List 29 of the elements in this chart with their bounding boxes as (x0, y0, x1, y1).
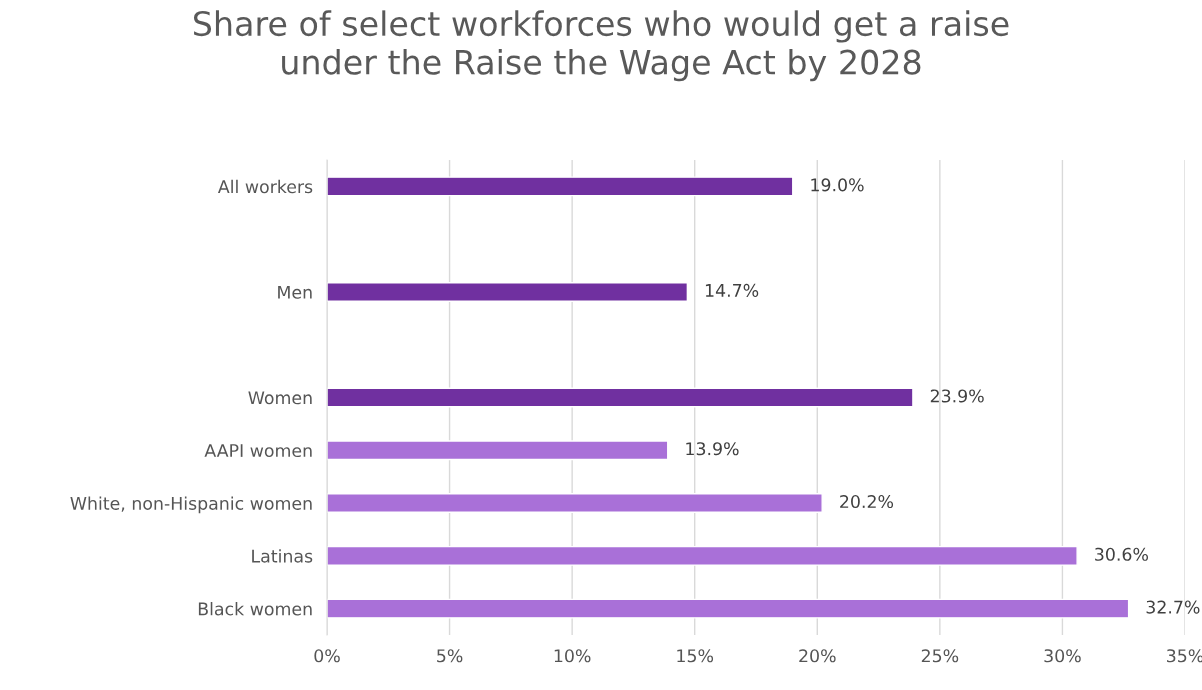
bar (327, 440, 669, 461)
bar (327, 545, 1078, 566)
data-label: 19.0% (811, 178, 864, 192)
data-label: 14.7% (705, 283, 759, 297)
bar (327, 493, 823, 513)
x-tick-label: 25% (921, 649, 959, 663)
y-tick-label: White, non-Hispanic women (70, 496, 312, 514)
data-label: 30.6% (1095, 547, 1148, 561)
bar (327, 282, 689, 302)
y-tick-label: Men (278, 285, 312, 299)
y-tick-label: AAPI women (204, 444, 312, 458)
y-tick-label: Black women (198, 602, 312, 616)
y-tick-label: Latinas (252, 549, 313, 563)
x-tick-label: 30% (1044, 649, 1081, 663)
x-tick-label: 15% (677, 649, 714, 663)
y-tick-label: Women (248, 391, 312, 405)
bar (327, 387, 914, 408)
data-label: 32.7% (1146, 600, 1200, 614)
bar (327, 598, 1130, 619)
x-tick-label: 10% (554, 649, 591, 663)
bar (327, 176, 794, 197)
chart-title: Share of select workforces who would get a raise under the Raise the Wage Act by 2028 (193, 10, 1009, 82)
x-tick-label: 0% (314, 649, 340, 663)
y-tick-label: All workers (217, 179, 313, 194)
data-label: 23.9% (930, 389, 984, 403)
x-tick-label: 5% (437, 649, 463, 663)
data-label: 20.2% (840, 494, 894, 509)
x-tick-label: 20% (799, 649, 836, 663)
data-label: 13.9% (686, 442, 739, 456)
